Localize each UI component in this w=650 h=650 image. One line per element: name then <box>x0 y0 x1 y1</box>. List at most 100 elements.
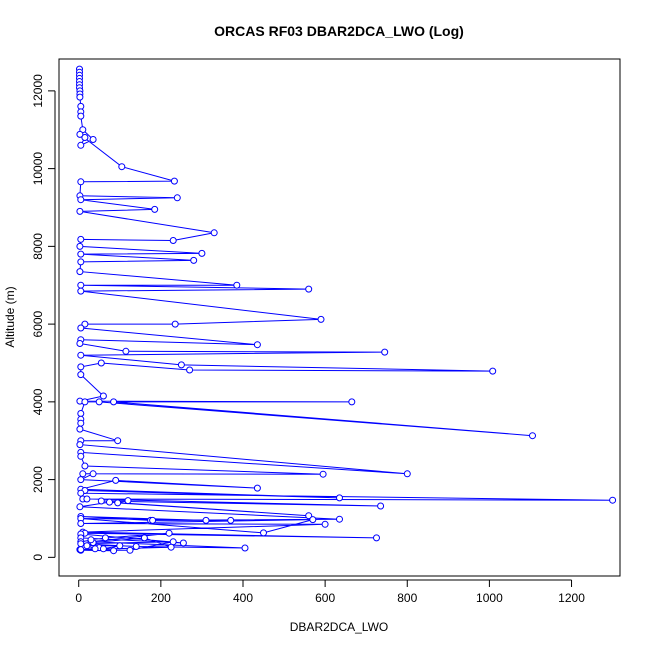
y-tick-label: 4000 <box>31 388 45 415</box>
x-axis: 0 200 400 600 800 1000 1200 <box>75 579 585 605</box>
data-point <box>110 398 118 406</box>
data-point <box>81 134 89 141</box>
data-point <box>253 341 261 349</box>
data-point <box>81 398 89 406</box>
chart-title: ORCAS RF03 DBAR2DCA_LWO (Log) <box>214 23 464 39</box>
data-point <box>122 347 130 355</box>
data-point <box>233 281 241 289</box>
data-point <box>305 285 313 293</box>
data-point <box>348 398 356 406</box>
data-point <box>77 112 85 120</box>
data-point <box>83 542 91 550</box>
data-point <box>305 512 313 520</box>
data-point <box>76 340 84 347</box>
data-point <box>309 516 317 524</box>
x-axis-label: DBAR2DCA_LWO <box>290 620 388 634</box>
data-point <box>140 534 148 542</box>
data-point <box>151 205 159 213</box>
data-point <box>81 462 89 470</box>
data-point <box>124 497 132 505</box>
data-point <box>77 141 85 149</box>
data-point <box>336 494 343 502</box>
data-point <box>76 441 84 449</box>
data-point <box>77 540 85 548</box>
series-layer <box>76 65 617 555</box>
data-point <box>99 392 107 400</box>
data-point <box>76 503 84 511</box>
x-tick-label: 0 <box>75 591 82 605</box>
x-tick-label: 1200 <box>558 591 585 605</box>
plot-frame <box>58 58 621 577</box>
data-point <box>77 324 85 332</box>
data-point <box>89 470 97 478</box>
data-point <box>89 136 97 143</box>
data-point <box>202 516 210 524</box>
data-point <box>77 452 85 460</box>
y-tick-label: 12000 <box>31 74 45 108</box>
data-point <box>167 543 175 551</box>
data-point <box>114 437 122 445</box>
y-tick-label: 8000 <box>31 233 45 260</box>
x-tick-label: 600 <box>315 591 335 605</box>
data-point <box>403 470 411 478</box>
data-point <box>171 320 179 328</box>
data-point <box>79 470 87 478</box>
data-point <box>489 367 497 375</box>
data-point <box>373 534 380 542</box>
data-point <box>99 545 107 553</box>
data-point <box>76 130 84 138</box>
data-point <box>77 287 85 295</box>
data-point <box>77 258 85 266</box>
data-point <box>97 359 105 367</box>
data-point <box>377 502 385 510</box>
data-point <box>77 178 85 186</box>
data-point <box>169 237 177 244</box>
x-tick-label: 200 <box>151 591 171 605</box>
data-point <box>227 516 235 524</box>
y-tick-label: 0 <box>31 554 45 561</box>
data-point <box>114 499 122 507</box>
x-tick-label: 400 <box>233 591 253 605</box>
data-point <box>77 281 85 289</box>
data-point <box>321 520 329 528</box>
data-point <box>381 348 389 356</box>
data-point <box>210 229 218 237</box>
data-point <box>253 484 261 492</box>
y-axis: 0 2000 4000 6000 8000 10000 12000 <box>31 74 56 561</box>
data-point <box>186 366 194 374</box>
data-point <box>260 529 267 537</box>
data-point <box>77 351 85 359</box>
x-tick-label: 800 <box>397 591 417 605</box>
data-point <box>77 489 85 497</box>
data-point <box>116 542 124 550</box>
y-axis-label: Altitude (m) <box>3 286 17 347</box>
data-point <box>77 363 85 371</box>
data-point <box>112 476 120 484</box>
data-point <box>179 539 187 547</box>
data-point <box>317 315 325 323</box>
data-point <box>76 425 84 433</box>
data-point <box>76 207 84 215</box>
data-point <box>241 544 249 552</box>
data-point <box>609 496 617 504</box>
data-point <box>77 419 85 427</box>
data-point <box>77 476 85 484</box>
data-point <box>77 235 85 243</box>
data-point <box>165 529 173 537</box>
x-tick-label: 1000 <box>476 591 503 605</box>
y-tick-label: 10000 <box>31 152 45 186</box>
data-point <box>76 93 84 101</box>
data-point <box>106 498 113 506</box>
data-point <box>173 194 181 202</box>
data-point <box>76 268 84 276</box>
data-point <box>95 398 103 406</box>
data-point <box>132 543 140 550</box>
data-point <box>170 177 178 185</box>
data-point <box>149 516 157 524</box>
data-point <box>87 536 95 544</box>
data-point <box>529 432 536 440</box>
data-point <box>76 242 84 250</box>
data-point <box>77 520 85 527</box>
